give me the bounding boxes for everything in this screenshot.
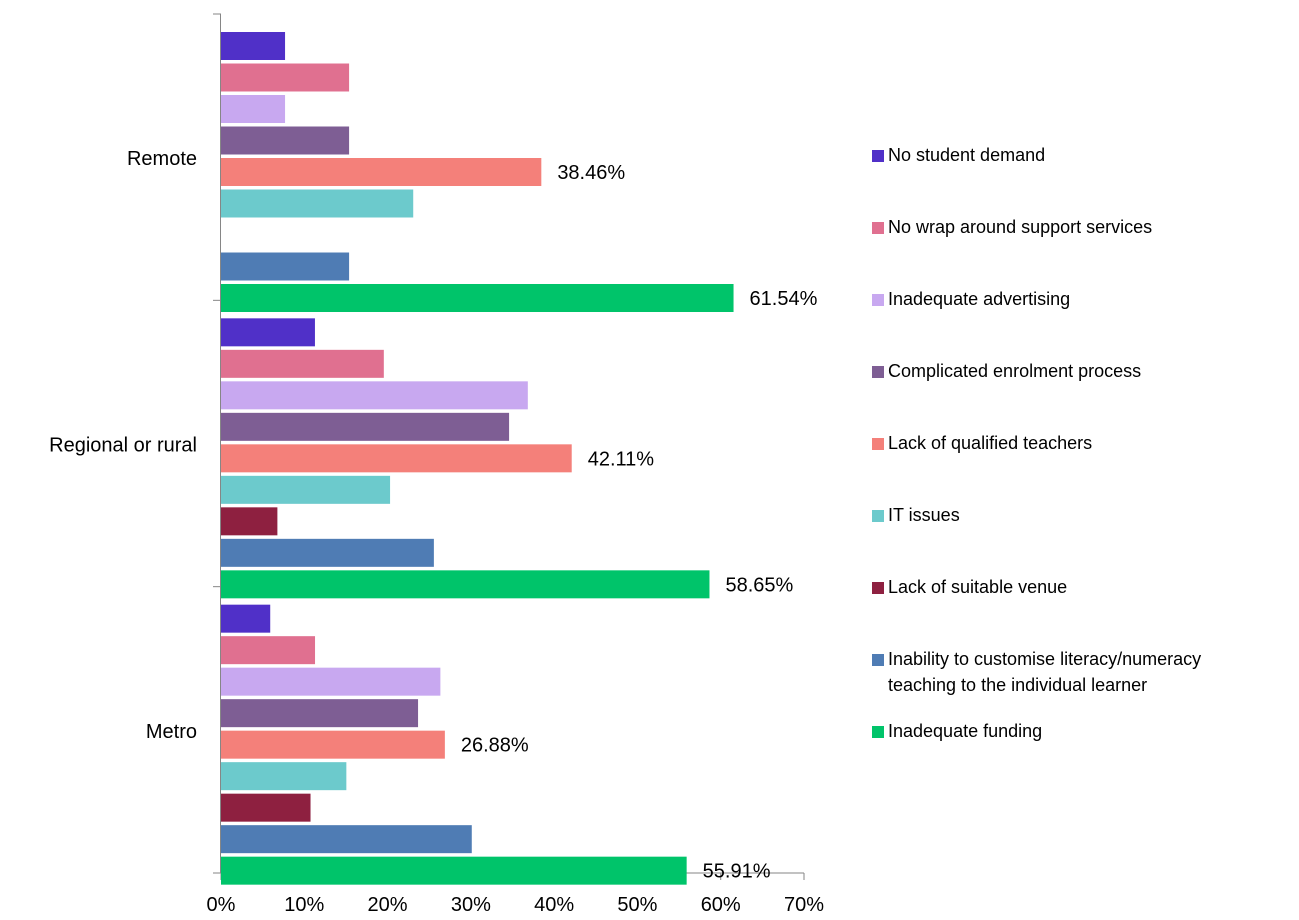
bar-regional-or-rural-lack-of-qualified-teachers [221,444,572,473]
bar-regional-or-rural-no-student-demand [221,318,315,347]
bar-remote-no-student-demand [221,32,286,60]
legend-swatch [872,582,884,594]
bar-metro-lack-of-qualified-teachers [221,730,445,759]
legend-item-lack-of-suitable-venue: Lack of suitable venue [872,577,1288,600]
bar-remote-it-issues [221,189,414,218]
legend-swatch [872,438,884,450]
bar-metro-lack-of-suitable-venue [221,793,311,822]
x-tick-label: 60% [701,894,741,916]
bar-metro-it-issues [221,762,347,791]
bar-metro-inadequate-advertising [221,667,441,696]
legend-label: IT issues [888,505,960,525]
legend-item-inadequate-advertising: Inadequate advertising [872,289,1288,312]
axes: 0% 10% 20% 30% 40% 50% 60% 70% Remote Regional or… [49,13,824,916]
category-label-remote: Remote [127,148,197,170]
bar-metro-no-wrap-around-support-services [221,636,316,665]
bar-remote-inability-to-customise-literacy-numeracy-teaching-to-the-individual-learner [221,252,350,281]
bar-regional-or-rural-complicated-enrolment-process [221,412,510,441]
bar-regional-or-rural-inadequate-advertising [221,381,528,410]
legend: No student demand No wrap around support … [872,0,1292,920]
bar-regional-or-rural-lack-of-suitable-venue [221,507,278,536]
legend-item-no-student-demand: No student demand [872,145,1288,168]
data-label: 55.91% [703,861,771,883]
legend-label: Inability to customise literacy/numeracy… [888,649,1202,695]
legend-label: No student demand [888,145,1046,165]
bar-remote-no-wrap-around-support-services [221,63,350,92]
data-label: 58.65% [725,574,793,596]
x-tick-label: 70% [784,894,824,916]
legend-label: Inadequate funding [888,721,1043,741]
legend-swatch [872,654,884,666]
bar-regional-or-rural-inability-to-customise-literacy-numeracy-teaching-to-the-individual-learner [221,538,434,567]
bar-metro-inability-to-customise-literacy-numeracy-teaching-to-the-individual-learner [221,825,472,854]
bar-regional-or-rural-no-wrap-around-support-services [221,349,384,378]
bar-metro-no-student-demand [221,604,271,633]
legend-item-it-issues: IT issues [872,505,1288,528]
legend-label: Lack of qualified teachers [888,433,1093,453]
legend-item-lack-of-qualified-teachers: Lack of qualified teachers [872,433,1288,456]
legend-swatch [872,726,884,738]
legend-swatch [872,150,884,162]
data-labels: 38.46% 61.54% 42.11% 58.65% 26.88% 55.91% [461,162,818,883]
bars [221,32,734,885]
data-label: 61.54% [750,288,818,310]
data-label: 38.46% [557,162,625,184]
category-label-metro: Metro [146,721,197,743]
legend-swatch [872,294,884,306]
legend-item-inadequate-funding: Inadequate funding [872,721,1288,744]
x-tick-label: 30% [451,894,491,916]
bar-remote-inadequate-advertising [221,95,286,123]
legend-swatch [872,510,884,522]
legend-item-complicated-enrolment-process: Complicated enrolment process [872,361,1288,384]
bar-remote-complicated-enrolment-process [221,126,350,155]
bar-regional-or-rural-inadequate-funding [221,570,710,599]
x-tick-label: 20% [368,894,408,916]
bar-regional-or-rural-it-issues [221,475,391,504]
legend-item-no-wrap-around-support-services: No wrap around support services [872,217,1288,240]
bar-metro-complicated-enrolment-process [221,699,419,728]
bar-remote-lack-of-qualified-teachers [221,158,542,186]
x-tick-label: 0% [207,894,236,916]
x-tick-label: 50% [617,894,657,916]
bar-metro-inadequate-funding [221,856,687,885]
legend-label: Complicated enrolment process [888,361,1142,381]
x-tick-label: 10% [284,894,324,916]
legend-label: Inadequate advertising [888,289,1071,309]
legend-label: Lack of suitable venue [888,577,1068,597]
x-tick-label: 40% [534,894,574,916]
category-label-regional-or-rural: Regional or rural [49,435,197,457]
data-label: 42.11% [588,448,655,470]
data-label: 26.88% [461,735,529,757]
legend-item-inability-to-customise-literacy-numeracy: Inability to customise literacy/numeracy… [872,649,1288,698]
legend-label: No wrap around support services [888,217,1153,237]
legend-swatch [872,222,884,234]
legend-swatch [872,366,884,378]
bar-remote-inadequate-funding [221,284,734,312]
